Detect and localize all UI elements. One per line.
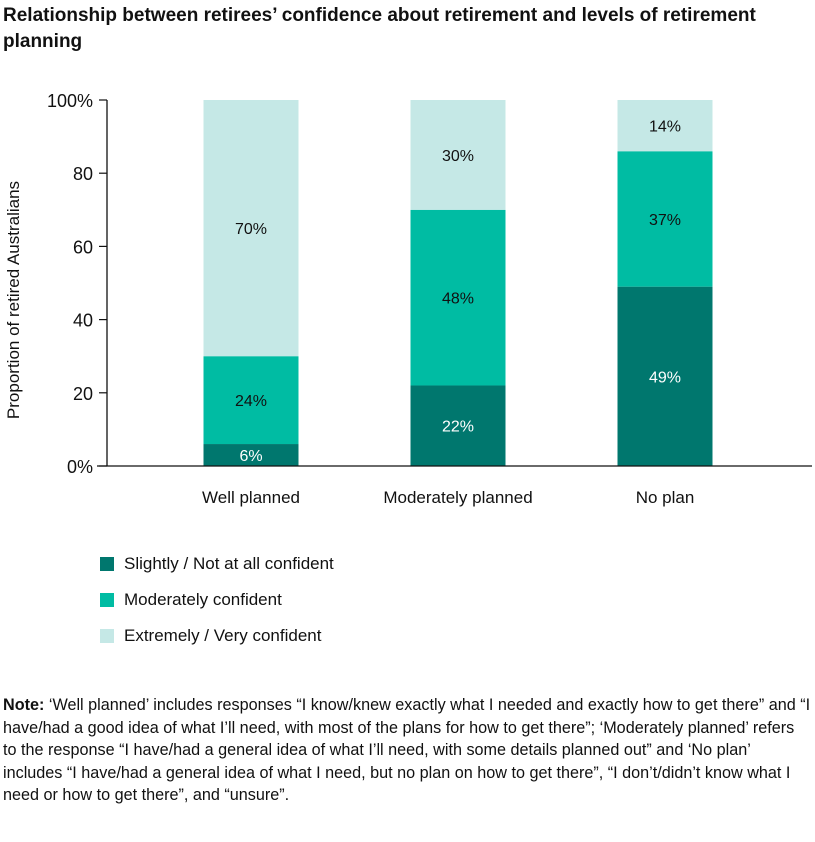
bar-segment	[410, 100, 506, 210]
note: Note: ‘Well planned’ includes responses …	[3, 694, 811, 807]
y-tick-label: 20	[73, 384, 93, 404]
y-tick-label: 40	[73, 311, 93, 331]
legend-swatch	[100, 557, 114, 571]
data-label: 49%	[649, 369, 681, 386]
y-tick-label: 0%	[67, 457, 93, 477]
bar-segment	[617, 151, 713, 287]
bar-segment	[203, 444, 299, 466]
stacked-bar-chart: 6% 24% 70% Well planned 22% 48% 30% Moderately …	[4, 91, 812, 507]
legend-label: Moderately confident	[124, 590, 282, 609]
legend-label: Extremely / Very confident	[124, 626, 322, 645]
x-tick-label: Moderately planned	[383, 488, 532, 507]
data-label: 70%	[235, 221, 267, 238]
data-label: 30%	[442, 148, 474, 165]
legend-item-slightly-confident: Slightly / Not at all confident	[100, 546, 334, 582]
note-label: Note:	[3, 696, 45, 714]
legend-swatch	[100, 629, 114, 643]
legend-item-very-confident: Extremely / Very confident	[100, 618, 334, 654]
x-tick-label: No plan	[636, 488, 695, 507]
legend: Slightly / Not at all confident Moderate…	[100, 546, 334, 654]
legend-item-moderately-confident: Moderately confident	[100, 582, 334, 618]
data-label: 6%	[239, 448, 262, 465]
legend-label: Slightly / Not at all confident	[124, 554, 334, 573]
data-label: 24%	[235, 393, 267, 410]
bar-segment	[410, 209, 506, 386]
bar-segment	[617, 286, 713, 466]
y-tick-label: 80	[73, 164, 93, 184]
bar-segment	[203, 356, 299, 445]
y-tick-label: 60	[73, 237, 93, 257]
data-label: 14%	[649, 119, 681, 136]
x-tick-label: Well planned	[202, 488, 300, 507]
legend-swatch	[100, 593, 114, 607]
data-label: 22%	[442, 419, 474, 436]
y-tick-label: 100%	[47, 91, 93, 111]
chart-title: Relationship between retirees’ confidenc…	[3, 5, 756, 52]
bar-segment	[410, 385, 506, 466]
data-label: 37%	[649, 212, 681, 229]
data-label: 48%	[442, 291, 474, 308]
bar-segment	[617, 100, 713, 152]
note-text: ‘Well planned’ includes responses “I kno…	[3, 696, 811, 804]
y-axis-label: Proportion of retired Australians	[4, 181, 23, 419]
bar-segment	[203, 100, 299, 357]
